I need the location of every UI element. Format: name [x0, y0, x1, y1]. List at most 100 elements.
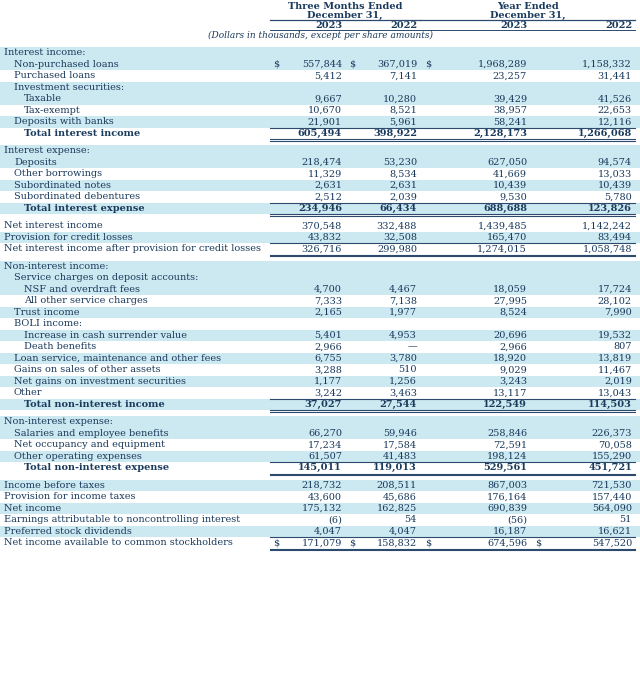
Text: 564,090: 564,090	[592, 504, 632, 513]
Text: Total non-interest expense: Total non-interest expense	[24, 463, 169, 472]
Bar	[0, 272, 640, 283]
Text: Interest expense:: Interest expense:	[4, 146, 90, 155]
Text: 58,241: 58,241	[493, 117, 527, 126]
Text: 5,780: 5,780	[604, 192, 632, 201]
Text: 22,653: 22,653	[598, 106, 632, 115]
Text: 557,844: 557,844	[301, 59, 342, 68]
Text: $: $	[349, 538, 355, 547]
Text: 27,995: 27,995	[493, 296, 527, 305]
Text: 370,548: 370,548	[301, 221, 342, 230]
Text: —: —	[407, 342, 417, 351]
Text: 1,274,015: 1,274,015	[477, 244, 527, 253]
Text: 8,521: 8,521	[389, 106, 417, 115]
Text: 123,826: 123,826	[588, 204, 632, 213]
Text: 162,825: 162,825	[377, 504, 417, 513]
Bar	[0, 128, 640, 139]
Text: 218,732: 218,732	[301, 481, 342, 490]
Text: 39,429: 39,429	[493, 94, 527, 103]
Text: 2022: 2022	[605, 21, 632, 30]
Text: 53,230: 53,230	[383, 158, 417, 167]
Text: 8,534: 8,534	[389, 169, 417, 178]
Bar	[0, 410, 640, 416]
Text: 690,839: 690,839	[487, 504, 527, 513]
Text: $: $	[273, 59, 279, 68]
Bar	[0, 261, 640, 272]
Bar	[0, 295, 640, 307]
Bar	[0, 180, 640, 191]
Text: 258,846: 258,846	[487, 428, 527, 438]
Text: Purchased loans: Purchased loans	[14, 71, 95, 80]
Text: Net interest income after provision for credit losses: Net interest income after provision for …	[4, 244, 261, 253]
Text: 171,079: 171,079	[301, 538, 342, 547]
Text: Trust income: Trust income	[14, 307, 79, 316]
Text: 37,027: 37,027	[305, 399, 342, 409]
Text: 510: 510	[399, 366, 417, 375]
Bar	[0, 254, 640, 261]
Text: 18,059: 18,059	[493, 285, 527, 294]
Text: 5,412: 5,412	[314, 71, 342, 80]
Text: 2,966: 2,966	[314, 342, 342, 351]
Text: 1,142,242: 1,142,242	[582, 221, 632, 230]
Text: 59,946: 59,946	[383, 428, 417, 438]
Text: 9,029: 9,029	[499, 366, 527, 375]
Text: 547,520: 547,520	[592, 538, 632, 547]
Text: Gains on sales of other assets: Gains on sales of other assets	[14, 366, 161, 375]
Text: 3,288: 3,288	[314, 366, 342, 375]
Text: $: $	[425, 538, 431, 547]
Bar	[0, 318, 640, 330]
Text: 157,440: 157,440	[591, 492, 632, 501]
Text: 198,124: 198,124	[486, 452, 527, 461]
Bar	[0, 93, 640, 104]
Text: 10,439: 10,439	[493, 181, 527, 190]
Text: 2023: 2023	[500, 21, 527, 30]
Text: 721,530: 721,530	[591, 481, 632, 490]
Text: Other borrowings: Other borrowings	[14, 169, 102, 178]
Text: 1,158,332: 1,158,332	[582, 59, 632, 68]
Text: 28,102: 28,102	[598, 296, 632, 305]
Bar	[0, 104, 640, 116]
Text: Tax-exempt: Tax-exempt	[24, 106, 81, 115]
Text: Subordinated notes: Subordinated notes	[14, 181, 111, 190]
Text: 19,532: 19,532	[598, 331, 632, 340]
Text: 1,968,289: 1,968,289	[477, 59, 527, 68]
Text: 43,832: 43,832	[308, 233, 342, 242]
Text: 176,164: 176,164	[486, 492, 527, 501]
Bar	[0, 47, 640, 59]
Text: Service charges on deposit accounts:: Service charges on deposit accounts:	[14, 273, 198, 282]
Text: $: $	[273, 538, 279, 547]
Bar	[0, 231, 640, 243]
Text: $: $	[425, 59, 431, 68]
Text: 3,780: 3,780	[389, 354, 417, 363]
Text: BOLI income:: BOLI income:	[14, 319, 82, 328]
Text: 12,116: 12,116	[598, 117, 632, 126]
Text: Net income available to common stockholders: Net income available to common stockhold…	[4, 538, 233, 547]
Bar	[0, 283, 640, 295]
Text: 1,058,748: 1,058,748	[582, 244, 632, 253]
Text: 2,966: 2,966	[499, 342, 527, 351]
Text: 9,530: 9,530	[499, 192, 527, 201]
Text: Salaries and employee benefits: Salaries and employee benefits	[14, 428, 168, 438]
Bar	[0, 428, 640, 439]
Text: 3,243: 3,243	[499, 377, 527, 386]
Text: 7,990: 7,990	[604, 307, 632, 316]
Text: 332,488: 332,488	[376, 221, 417, 230]
Bar	[0, 462, 640, 473]
Bar	[0, 416, 640, 428]
Text: 605,494: 605,494	[298, 129, 342, 138]
Bar	[0, 451, 640, 462]
Text: 688,688: 688,688	[483, 204, 527, 213]
Bar	[0, 191, 640, 202]
Text: 16,621: 16,621	[598, 527, 632, 536]
Bar	[0, 0, 640, 47]
Text: 94,574: 94,574	[598, 158, 632, 167]
Text: 31,441: 31,441	[598, 71, 632, 80]
Bar	[0, 375, 640, 387]
Text: 3,242: 3,242	[314, 388, 342, 397]
Text: 299,980: 299,980	[377, 244, 417, 253]
Text: 5,401: 5,401	[314, 331, 342, 340]
Bar	[0, 502, 640, 514]
Text: Investment securities:: Investment securities:	[14, 83, 124, 92]
Text: 867,003: 867,003	[487, 481, 527, 490]
Text: 627,050: 627,050	[487, 158, 527, 167]
Text: 4,953: 4,953	[389, 331, 417, 340]
